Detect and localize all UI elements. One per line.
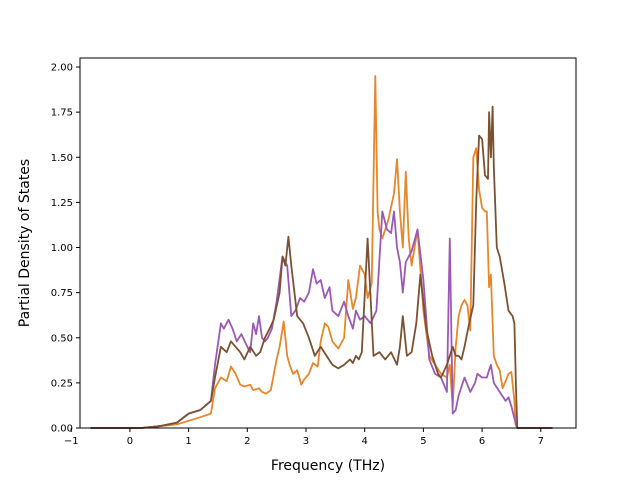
x-tick-label: 6: [479, 436, 485, 447]
y-tick-label: 0.50: [51, 333, 73, 344]
y-tick-label: 0.00: [51, 424, 73, 435]
x-tick-label: 7: [538, 436, 544, 447]
y-tick-label: 1.75: [51, 108, 73, 119]
y-tick-label: 0.25: [51, 378, 73, 389]
x-tick-label: 0: [127, 436, 133, 447]
series-layer: [90, 75, 553, 429]
axes-frame: [79, 57, 577, 429]
x-tick-label: 3: [303, 436, 309, 447]
y-axis-label: Partial Density of States: [17, 159, 33, 327]
y-tick-label: 1.00: [51, 243, 73, 254]
x-tick-label: −1: [64, 436, 79, 447]
x-tick-label: 2: [244, 436, 250, 447]
y-tick-label: 1.50: [51, 153, 73, 164]
y-tick-label: 1.25: [51, 198, 73, 209]
y-tick-label: 2.00: [51, 63, 73, 74]
y-tick-label: 0.75: [51, 288, 73, 299]
x-axis-label: Frequency (THz): [271, 458, 385, 474]
y-axis-ticks: 0.00 0.25 0.50 0.75 1.00 1.25 1.50 1.75 2.00: [51, 63, 80, 435]
series-line-1: [90, 75, 553, 429]
x-tick-label: 5: [420, 436, 426, 447]
x-tick-label: 1: [185, 436, 191, 447]
x-tick-label: 4: [361, 436, 367, 447]
x-axis-ticks: −1 0 1 2 3 4 5 6 7: [64, 428, 544, 447]
series-line-3: [90, 105, 553, 429]
series-line-2: [90, 210, 553, 429]
